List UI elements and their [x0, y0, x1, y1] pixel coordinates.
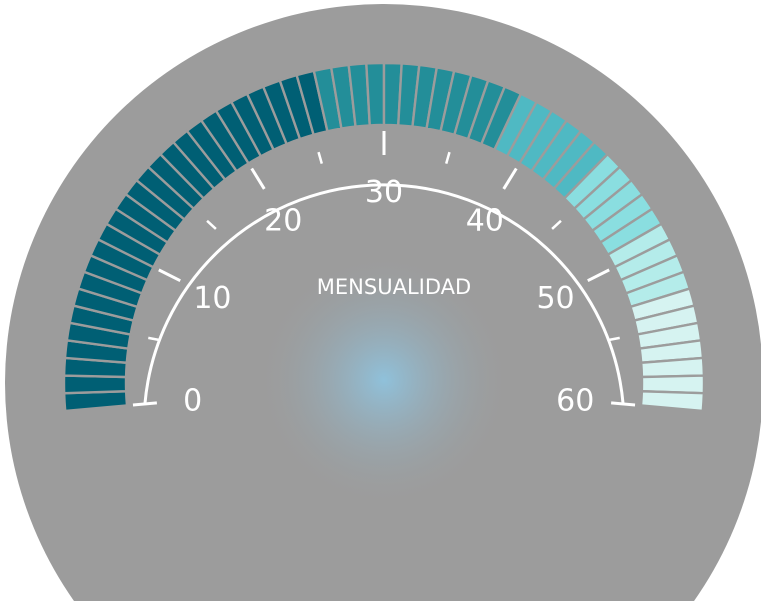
major-tick: [587, 268, 610, 283]
major-tick: [611, 401, 636, 407]
minor-tick: [607, 336, 620, 342]
tick-label: 40: [466, 204, 504, 239]
tick-label: 10: [193, 281, 231, 316]
major-tick: [132, 401, 157, 407]
major-tick: [502, 167, 518, 190]
minor-tick: [445, 151, 451, 164]
minor-tick: [206, 219, 217, 230]
gauge-color-segments: [62, 61, 706, 413]
tick-label: 50: [536, 281, 574, 316]
major-tick: [250, 167, 266, 190]
gauge-title: MENSUALIDAD: [317, 275, 471, 299]
tick-label: 0: [183, 384, 202, 419]
major-tick: [158, 268, 181, 283]
minor-tick: [148, 336, 161, 342]
gauge-ticks: [132, 131, 636, 407]
gauge-segment: [365, 61, 386, 127]
minor-tick: [317, 151, 323, 164]
gauge-center-glow: [254, 250, 514, 510]
gauge-segment: [62, 374, 128, 395]
tick-label: 20: [264, 204, 302, 239]
gauge-scale-arc: [143, 183, 625, 405]
tick-label: 30: [365, 175, 403, 210]
gauge-segment: [639, 390, 706, 413]
minor-tick: [551, 219, 562, 230]
gauge-tick-labels: 0 10 20 30 40 50 60: [183, 175, 594, 419]
tick-label: 60: [556, 384, 594, 419]
